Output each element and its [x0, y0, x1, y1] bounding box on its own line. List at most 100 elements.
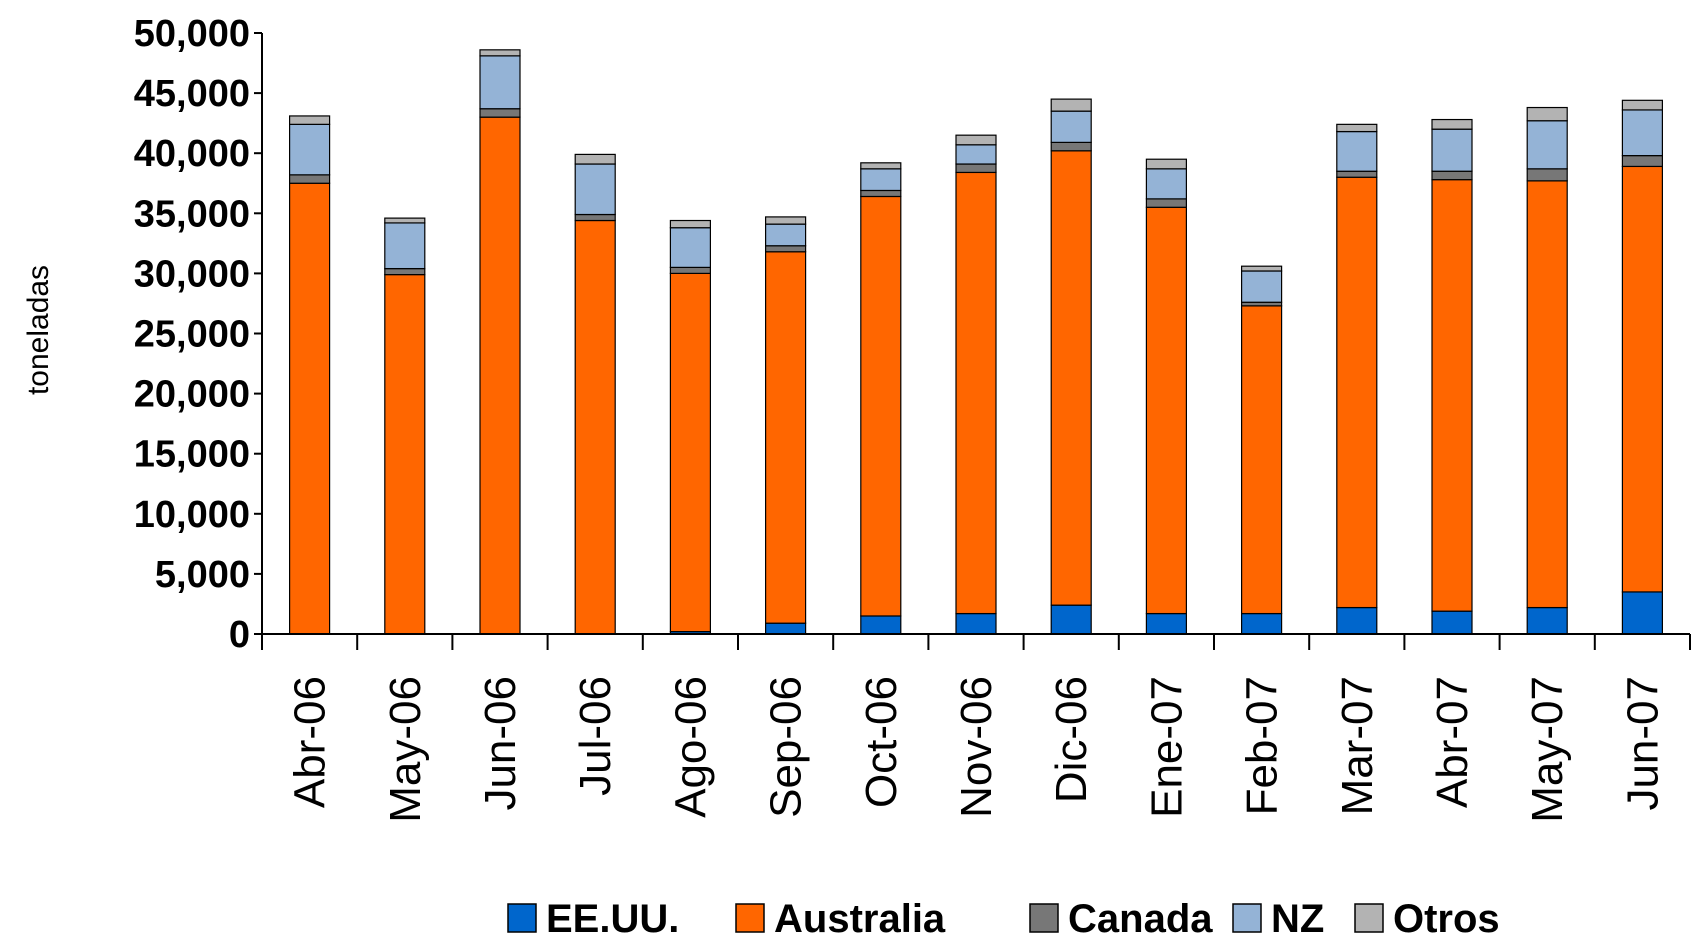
bar-canada-ago-06: [669, 266, 712, 275]
bar-australia-jun-06: [479, 116, 521, 635]
y-tick-label: 40,000: [134, 133, 250, 175]
bar-australia-sep-06: [764, 251, 807, 624]
bar-otros-jul-06: [574, 153, 616, 165]
x-tick-label: Sep-06: [762, 676, 811, 818]
bar-ee-uu-abr-07: [1431, 610, 1473, 635]
x-tick-label: Nov-06: [952, 676, 1001, 818]
x-tick-label: Feb-07: [1238, 676, 1287, 815]
x-tick-label: May-06: [381, 676, 430, 823]
bar-ee-uu-jun-07: [1621, 591, 1664, 635]
bar-otros-sep-06: [764, 216, 807, 225]
bar-canada-dic-06: [1050, 141, 1092, 152]
x-tick-label: Jun-06: [476, 676, 525, 811]
bar-australia-may-07: [1526, 180, 1568, 609]
bar-australia-jul-06: [574, 219, 616, 635]
bar-australia-mar-07: [1336, 176, 1378, 609]
bar-canada-oct-06: [860, 189, 902, 198]
bar-nz-feb-07: [1240, 270, 1283, 303]
y-tick-label: 35,000: [134, 193, 250, 235]
bar-otros-nov-06: [955, 134, 997, 146]
axes-layer: [254, 32, 1691, 650]
bar-australia-ago-06: [669, 272, 712, 633]
bar-canada-mar-07: [1336, 170, 1378, 178]
bar-canada-nov-06: [955, 163, 997, 174]
bar-otros-feb-07: [1240, 265, 1283, 272]
bar-australia-abr-07: [1431, 179, 1473, 612]
y-tick-label: 50,000: [134, 13, 250, 55]
bar-otros-abr-07: [1431, 118, 1473, 130]
legend-label: Otros: [1393, 897, 1500, 941]
bar-otros-abr-06: [289, 115, 331, 125]
bar-nz-may-06: [384, 222, 426, 270]
legend-swatch: [1232, 903, 1262, 933]
bar-canada-ene-07: [1145, 198, 1188, 208]
bar-australia-dic-06: [1050, 150, 1092, 606]
bar-canada-may-06: [384, 267, 426, 276]
legend-label: Australia: [774, 897, 946, 941]
x-tick-label: May-07: [1523, 676, 1572, 823]
bar-canada-abr-07: [1431, 170, 1473, 181]
bar-ee-uu-oct-06: [860, 615, 902, 635]
bar-nz-ago-06: [669, 227, 712, 268]
bar-canada-sep-06: [764, 245, 807, 253]
bar-nz-dic-06: [1050, 110, 1092, 143]
y-tick-label: 45,000: [134, 73, 250, 115]
legend-swatch: [735, 903, 765, 933]
x-tick-label: Abr-06: [286, 676, 335, 808]
bar-nz-abr-06: [289, 123, 331, 176]
x-tick-labels: Abr-06 May-06 Jun-06 Jul-06 Ago-06 Sep-06 Oct-…: [286, 676, 1668, 823]
bar-otros-ago-06: [669, 219, 712, 229]
y-tick-label: 30,000: [134, 253, 250, 295]
bar-australia-oct-06: [860, 195, 902, 617]
bar-nz-jun-07: [1621, 109, 1664, 157]
y-tick-label: 25,000: [134, 314, 250, 356]
bar-nz-sep-06: [764, 223, 807, 247]
bar-australia-abr-06: [289, 182, 331, 635]
x-tick-label: Ene-07: [1142, 676, 1191, 818]
bar-nz-may-07: [1526, 120, 1568, 170]
bar-otros-dic-06: [1050, 98, 1092, 112]
bar-ee-uu-nov-06: [955, 612, 997, 635]
bar-australia-feb-07: [1240, 305, 1283, 615]
bar-ee-uu-may-07: [1526, 606, 1568, 635]
bar-ee-uu-ene-07: [1145, 612, 1188, 635]
bar-nz-jun-06: [479, 55, 521, 110]
y-tick-labels: 0 5,000 10,000 15,000 20,000 25,000 30,000 35,0…: [134, 13, 250, 656]
y-tick-label: 10,000: [134, 494, 250, 536]
legend-label: EE.UU.: [546, 897, 679, 941]
bar-otros-oct-06: [860, 162, 902, 170]
y-tick-label: 5,000: [155, 554, 250, 596]
bars-layer: [289, 49, 1664, 635]
bar-ee-uu-mar-07: [1336, 606, 1378, 635]
bar-australia-ene-07: [1145, 206, 1188, 615]
bar-otros-ene-07: [1145, 158, 1188, 170]
bar-otros-mar-07: [1336, 123, 1378, 133]
bar-nz-mar-07: [1336, 130, 1378, 172]
legend-label: Canada: [1068, 897, 1213, 941]
legend-swatch: [1354, 903, 1384, 933]
bar-nz-nov-06: [955, 144, 997, 165]
bar-nz-ene-07: [1145, 168, 1188, 200]
y-axis-label: toneladas: [22, 265, 55, 395]
y-tick-label: 20,000: [134, 374, 250, 416]
bar-otros-jun-06: [479, 49, 521, 57]
x-tick-label: Jun-07: [1618, 676, 1667, 811]
legend-label: NZ: [1271, 897, 1324, 941]
bar-australia-may-06: [384, 274, 426, 635]
y-tick-label: 0: [229, 614, 250, 656]
bar-canada-abr-06: [289, 174, 331, 184]
legend-swatch: [1029, 903, 1059, 933]
legend-swatch: [507, 903, 537, 933]
x-tick-label: Mar-07: [1333, 676, 1382, 815]
bar-nz-oct-06: [860, 168, 902, 192]
bar-otros-may-07: [1526, 106, 1568, 122]
y-tick-label: 15,000: [134, 434, 250, 476]
bar-otros-jun-07: [1621, 99, 1664, 111]
bar-ee-uu-feb-07: [1240, 612, 1283, 635]
legend: EE.UU. Australia Canada NZ Otros: [507, 897, 1500, 941]
bar-nz-abr-07: [1431, 128, 1473, 172]
bar-canada-jul-06: [574, 213, 616, 222]
bar-canada-may-07: [1526, 168, 1568, 182]
x-tick-label: Abr-07: [1428, 676, 1477, 808]
